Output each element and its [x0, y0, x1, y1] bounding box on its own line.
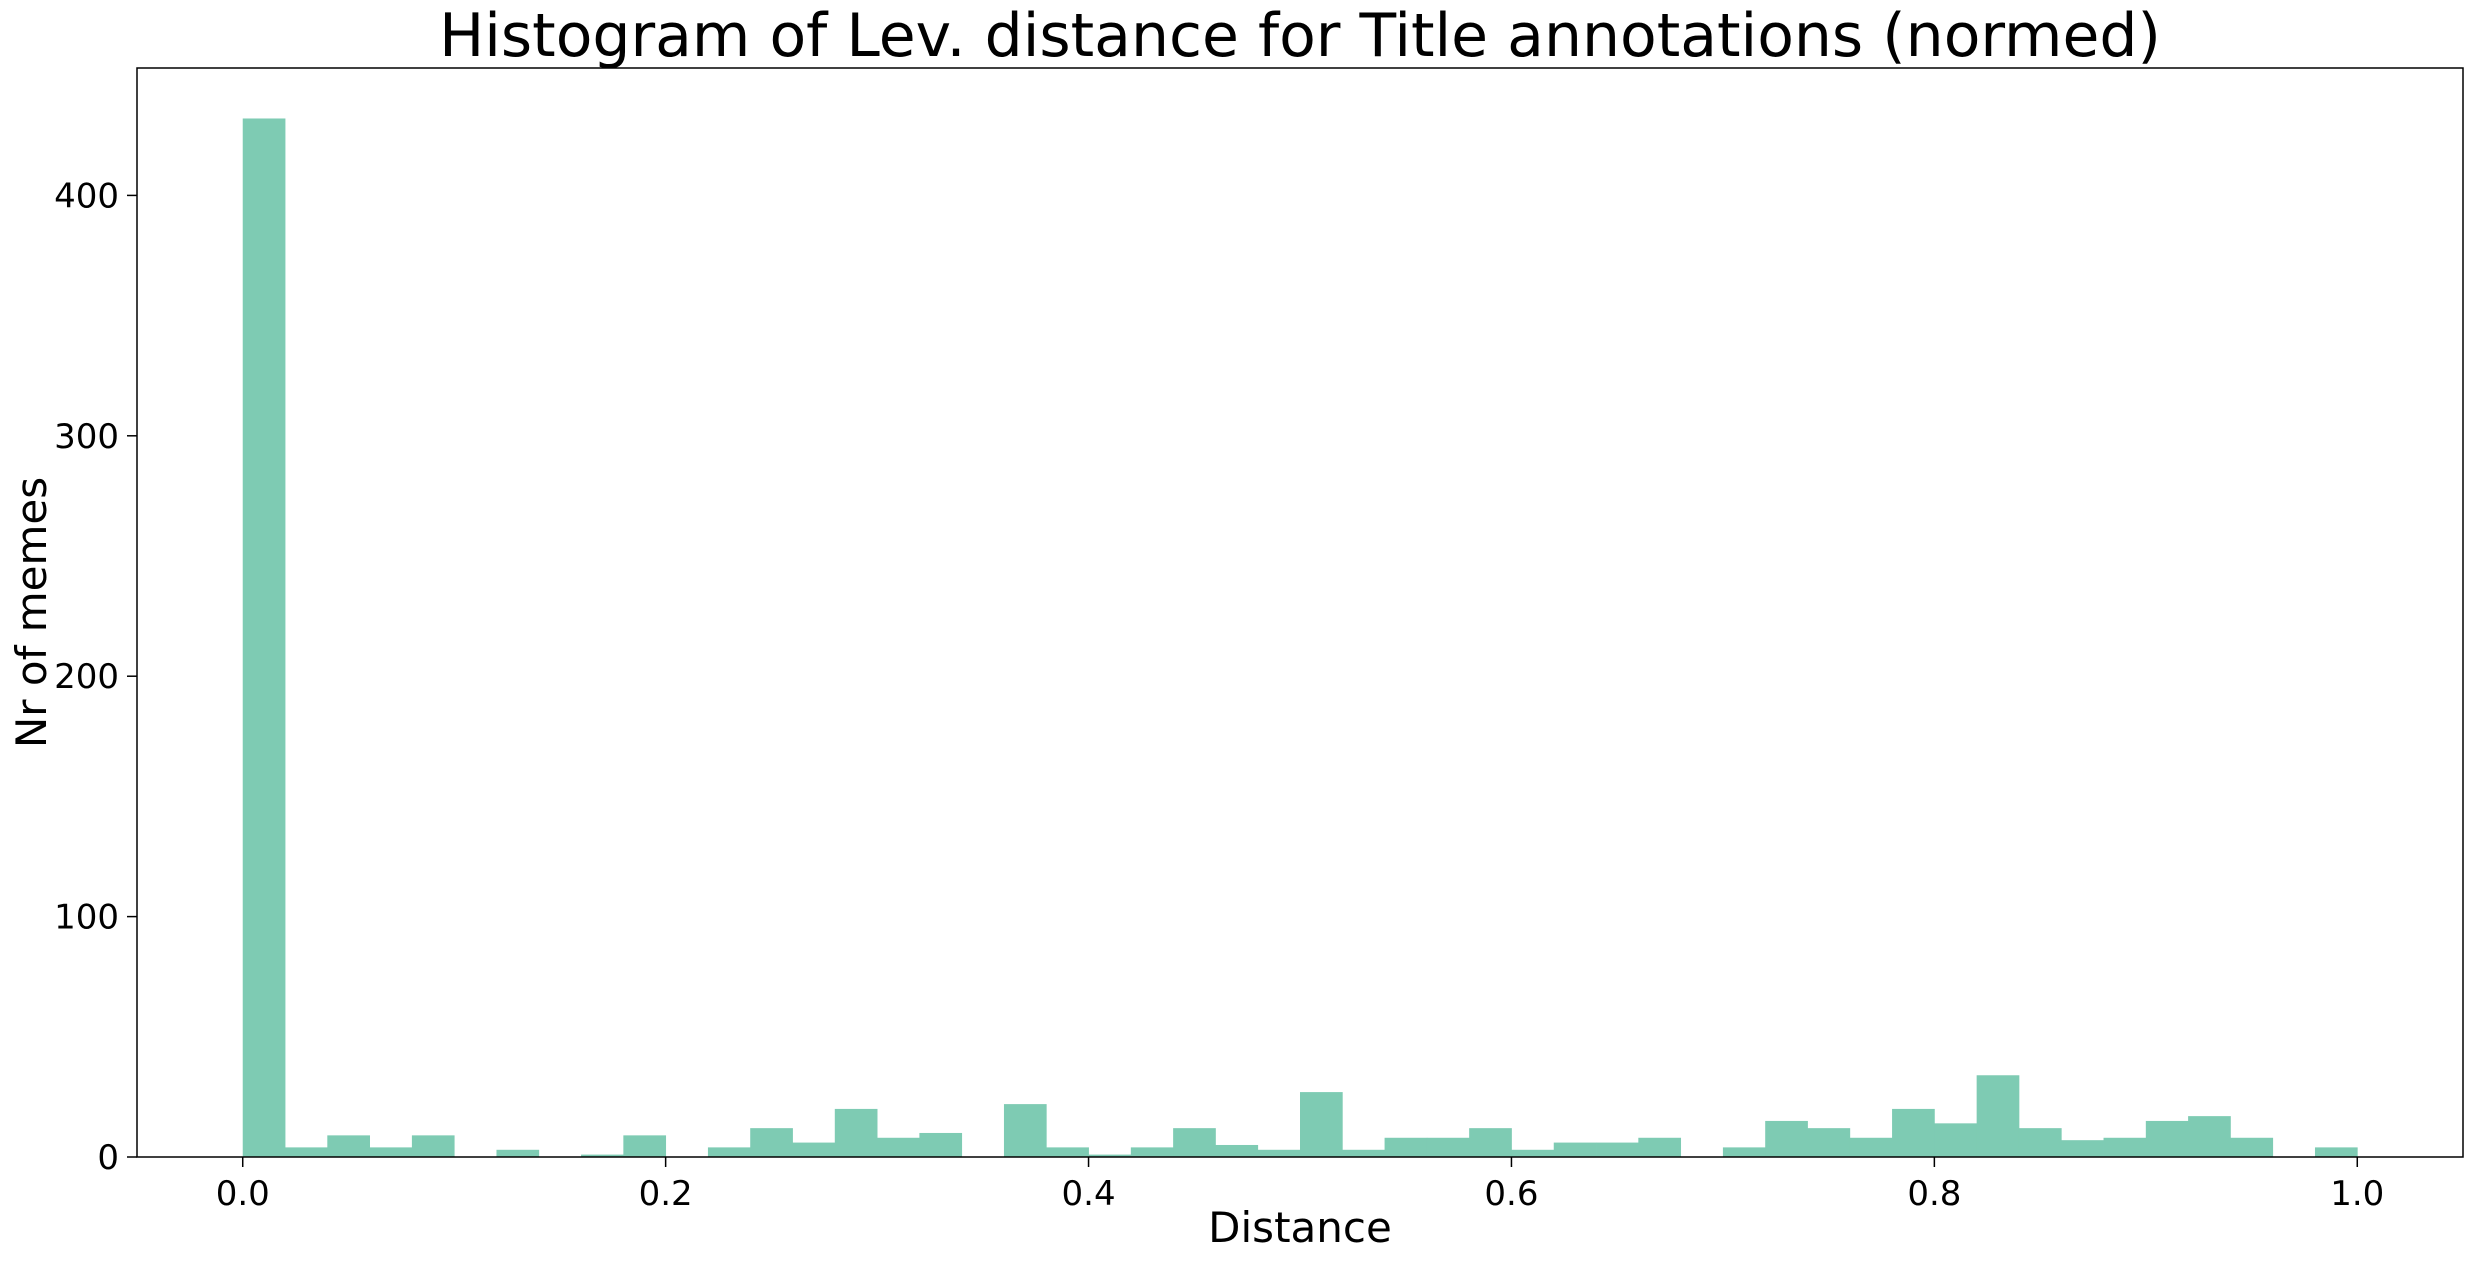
plot-frame — [136, 67, 2464, 1158]
y-tick-label: 300 — [54, 417, 119, 457]
histogram-bar — [2018, 1128, 2062, 1157]
histogram-bar — [1469, 1128, 1512, 1157]
histogram-bar — [1892, 1108, 1935, 1157]
histogram-bar — [1300, 1092, 1343, 1157]
histogram-bar — [1426, 1137, 1470, 1157]
histogram-bar — [2230, 1137, 2274, 1157]
y-axis-label: Nr of memes — [7, 477, 56, 748]
histogram-bar — [1638, 1137, 1682, 1157]
histogram-bar — [496, 1149, 540, 1157]
histogram-bar — [2188, 1116, 2231, 1157]
histogram-bar — [1511, 1149, 1555, 1157]
histogram-bar — [581, 1154, 624, 1157]
bars-group — [242, 118, 2358, 1158]
histogram-bar — [707, 1147, 751, 1157]
histogram-bar — [1765, 1120, 1808, 1157]
histogram-bar — [1130, 1147, 1174, 1157]
x-tick-label: 0.2 — [639, 1174, 693, 1214]
x-tick-label: 1.0 — [2330, 1174, 2384, 1214]
x-axis-ticks: 0.0 0.2 0.4 0.6 0.8 1.0 — [216, 1157, 2384, 1214]
histogram-bar — [1934, 1123, 1978, 1157]
histogram-bar — [1849, 1137, 1893, 1157]
histogram-bar — [792, 1142, 836, 1157]
histogram-bar — [1722, 1147, 1766, 1157]
histogram-bar — [877, 1137, 920, 1157]
histogram-bar — [1342, 1149, 1385, 1157]
histogram-bar — [1257, 1149, 1301, 1157]
histogram-bar — [1088, 1154, 1132, 1157]
histogram-bar — [2061, 1140, 2104, 1157]
y-tick-label: 200 — [54, 657, 119, 697]
histogram-bar — [411, 1135, 455, 1157]
histogram-bar — [1553, 1142, 1597, 1157]
histogram-bar — [327, 1135, 370, 1157]
histogram-bar — [1003, 1104, 1047, 1157]
y-tick-label: 100 — [54, 898, 119, 938]
histogram-bar — [1807, 1128, 1851, 1157]
histogram-bar — [285, 1147, 328, 1157]
histogram-bar — [1976, 1075, 2020, 1157]
chart-title: Histogram of Lev. distance for Title ann… — [439, 1, 2161, 71]
histogram-bar — [1173, 1128, 1216, 1157]
histogram-bar — [1046, 1147, 1089, 1157]
x-tick-label: 0.6 — [1484, 1174, 1538, 1214]
histogram-bar — [2145, 1120, 2189, 1157]
y-tick-label: 400 — [54, 176, 119, 216]
histogram-bar — [2314, 1147, 2358, 1157]
y-axis-ticks: 0 100 200 300 400 — [54, 176, 137, 1178]
x-axis-label: Distance — [1208, 1203, 1392, 1252]
x-tick-label: 0.4 — [1062, 1174, 1116, 1214]
histogram-bar — [1384, 1137, 1428, 1157]
histogram-bar — [369, 1147, 413, 1157]
histogram-bar — [750, 1128, 793, 1157]
histogram-bar — [242, 118, 286, 1158]
histogram-bar — [2103, 1137, 2147, 1157]
histogram-bar — [623, 1135, 667, 1157]
x-tick-label: 0.0 — [216, 1174, 270, 1214]
histogram-bar — [1215, 1144, 1259, 1157]
histogram-bar — [919, 1132, 963, 1157]
histogram-bar — [834, 1108, 878, 1157]
x-tick-label: 0.8 — [1907, 1174, 1961, 1214]
y-tick-label: 0 — [97, 1138, 119, 1178]
histogram-bar — [1596, 1142, 1639, 1157]
